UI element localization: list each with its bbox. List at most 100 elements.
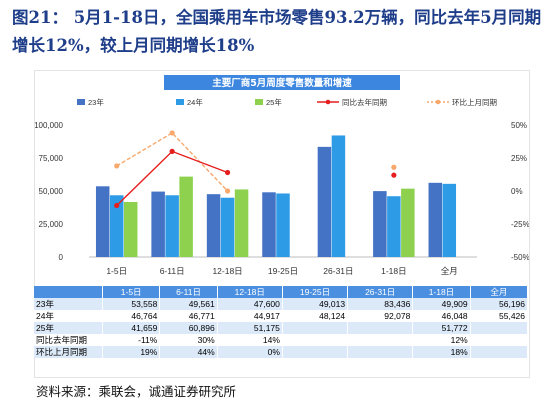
bar-s2-c5: [401, 188, 415, 257]
source-note: 资料来源：乘联会，诚通证券研究所: [36, 384, 237, 399]
table-cell: 30%: [159, 334, 218, 346]
legend-marker-4: [435, 99, 441, 105]
y-left-tick-1: 25,000: [39, 220, 64, 229]
table-cell: 83,436: [347, 298, 414, 310]
table-header-2: 12-18日: [217, 286, 283, 298]
table-cell: [470, 346, 529, 358]
bar-s0-c4: [317, 146, 332, 257]
bar-s1-c6: [442, 183, 457, 257]
bar-s0-c5: [373, 191, 387, 257]
table-cell: 49,013: [282, 298, 349, 310]
point-s3-c2: [224, 169, 231, 176]
bar-s2-c1: [179, 176, 193, 257]
x-tick-5: 1-18日: [381, 266, 407, 276]
weekly-retail-chart: 主要厂商5月周度零售数量和增速 23年 24年 25年 同比去年同期 环比上月同期 0 25,…: [35, 75, 529, 276]
table-row: 同比去年同期 -11% 30% 14% 12%: [34, 334, 529, 346]
table-cell: 51,772: [412, 322, 471, 334]
table-row: 24年 46,764 46,771 44,917 48,124 92,078 46,048 5…: [34, 310, 529, 322]
table-cell: [347, 334, 414, 346]
table-cell: 55,426: [470, 310, 529, 322]
y-left-tick-3: 75,000: [39, 154, 64, 163]
bar-s1-c5: [387, 196, 401, 257]
table-cell: [470, 334, 529, 346]
point-s3-c1: [169, 148, 175, 154]
table-row: 25年 41,659 60,896 51,175 51,772: [34, 322, 529, 334]
table-cell: 14%: [217, 334, 283, 346]
table-row-label: 25年: [34, 322, 103, 334]
bar-s1-c1: [165, 195, 179, 257]
point-s4-c1: [169, 130, 175, 136]
table-cell: 53,558: [102, 298, 161, 310]
legend-label-1: 24年: [187, 97, 203, 107]
bar-s0-c1: [151, 191, 165, 257]
table-cell: 18%: [412, 346, 471, 358]
x-tick-0: 1-5日: [106, 266, 127, 276]
y-left-tick-4: 100,000: [35, 121, 64, 130]
table-cell: [282, 322, 349, 334]
chart-title: 主要厂商5月周度零售数量和增速: [212, 77, 352, 89]
line-series-4: [116, 132, 229, 192]
table-cell: [470, 322, 529, 334]
table-cell: 46,771: [159, 310, 218, 322]
table-cell: 49,561: [159, 298, 218, 310]
data-table: 1-5日 6-11日 12-18日 19-25日 26-31日 1-18日 全月 23年 53,…: [34, 286, 529, 358]
bar-s0-c6: [428, 182, 443, 257]
table-cell: 48,124: [282, 310, 349, 322]
table-header-5: 1-18日: [412, 286, 471, 298]
y-right-tick-2: 0%: [511, 187, 523, 196]
table-cell: [282, 346, 349, 358]
y-right-tick-3: 25%: [511, 154, 527, 163]
table-cell: -11%: [102, 334, 161, 346]
table-cell: 46,048: [412, 310, 471, 322]
bar-s1-c3: [276, 193, 290, 257]
legend-label-3: 同比去年同期: [342, 97, 387, 107]
table-cell: 60,896: [159, 322, 218, 334]
table-row-label: 23年: [34, 298, 103, 310]
legend-swatch-0: [77, 99, 85, 105]
table-cell: 56,196: [470, 298, 529, 310]
bar-s2-c2: [234, 189, 249, 257]
bar-s1-c0: [109, 195, 124, 257]
table-header-0: 1-5日: [102, 286, 161, 298]
y-left-tick-0: 0: [59, 253, 64, 262]
table-cell: 0%: [217, 346, 283, 358]
y-left-tick-2: 50,000: [39, 187, 64, 196]
table-corner: [34, 286, 103, 298]
legend-label-0: 23年: [88, 97, 104, 107]
table-cell: 49,909: [412, 298, 471, 310]
table-cell: 44%: [159, 346, 218, 358]
table-header-row: 1-5日 6-11日 12-18日 19-25日 26-31日 1-18日 全月: [34, 286, 529, 298]
legend-swatch-1: [176, 99, 184, 105]
y-right-tick-1: -25%: [511, 220, 529, 229]
table-cell: [347, 346, 414, 358]
table-row-label: 同比去年同期: [34, 334, 103, 346]
table-header-3: 19-25日: [282, 286, 349, 298]
table-cell: 92,078: [347, 310, 414, 322]
figure-title: 图21： 5月1-18日，全国乘用车市场零售93.2万辆，同比去年5月同期增长1…: [12, 8, 542, 55]
table-row-label: 24年: [34, 310, 103, 322]
bar-s0-c3: [262, 192, 276, 257]
table-cell: [282, 334, 349, 346]
table-header-4: 26-31日: [347, 286, 414, 298]
y-right-tick-4: 50%: [511, 121, 527, 130]
point-s4-c5: [391, 164, 397, 170]
bar-s1-c4: [331, 135, 346, 257]
table-cell: 41,659: [102, 322, 161, 334]
point-s3-c0: [114, 202, 120, 209]
chart-title-bg: [164, 75, 400, 90]
table-header-1: 6-11日: [159, 286, 218, 298]
table-row-label: 环比上月同期: [34, 346, 103, 358]
table-cell: [347, 322, 414, 334]
bar-s0-c2: [206, 194, 221, 257]
x-tick-6: 全月: [441, 266, 458, 276]
legend-label-4: 环比上月同期: [452, 97, 497, 107]
table-row: 23年 53,558 49,561 47,600 49,013 83,436 49,909 5…: [34, 298, 529, 310]
table-cell: 47,600: [217, 298, 283, 310]
x-tick-3: 19-25日: [268, 266, 298, 276]
x-tick-1: 6-11日: [160, 266, 185, 276]
table-cell: 46,764: [102, 310, 161, 322]
table-cell: 12%: [412, 334, 471, 346]
y-right-tick-0: -50%: [511, 253, 529, 262]
legend-swatch-2: [255, 99, 263, 105]
bar-s1-c2: [220, 197, 235, 257]
